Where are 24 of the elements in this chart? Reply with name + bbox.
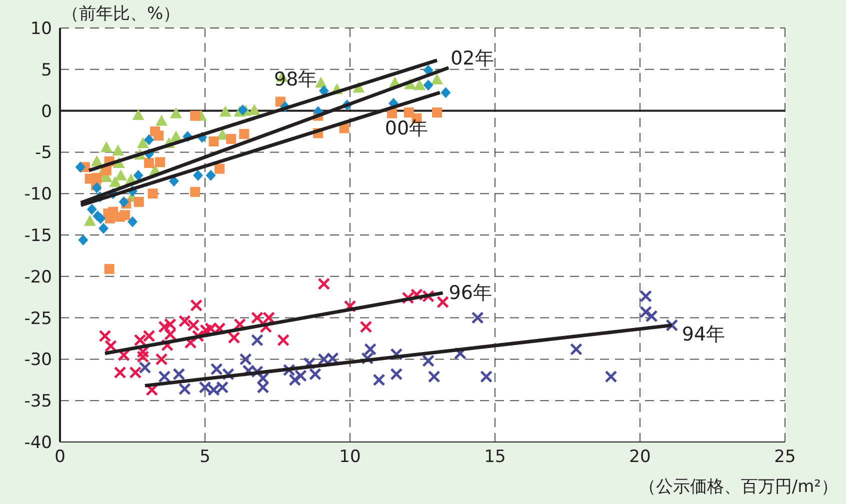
x-axis-title: （公示価格、百万円/m²） <box>638 476 838 498</box>
series-label: 98年 <box>274 68 318 90</box>
y-tick-label: -5 <box>35 143 52 164</box>
y-axis-title: （前年比、%） <box>62 3 180 25</box>
series-label: 02年 <box>450 48 494 70</box>
y-tick-label: -15 <box>24 226 52 246</box>
x-tick-label: 25 <box>774 447 796 468</box>
y-tick-label: -20 <box>24 267 52 288</box>
series-label: 96年 <box>448 282 492 304</box>
y-tick-label: 5 <box>41 60 52 80</box>
y-tick-label: -35 <box>24 392 52 412</box>
y-tick-label: -40 <box>24 433 52 454</box>
series-label: 00年 <box>384 118 428 140</box>
x-tick-label: 5 <box>200 447 210 468</box>
x-tick-label: 10 <box>339 447 361 468</box>
y-tick-label: 10 <box>30 19 52 40</box>
y-tick-label: -30 <box>24 350 52 370</box>
y-tick-label: 0 <box>41 102 52 122</box>
x-tick-label: 20 <box>629 447 651 468</box>
x-tick-label: 0 <box>54 447 66 468</box>
series-label: 94年 <box>682 323 726 346</box>
y-tick-label: -10 <box>24 184 52 205</box>
y-tick-label: -25 <box>24 308 52 329</box>
x-tick-label: 15 <box>484 447 506 468</box>
